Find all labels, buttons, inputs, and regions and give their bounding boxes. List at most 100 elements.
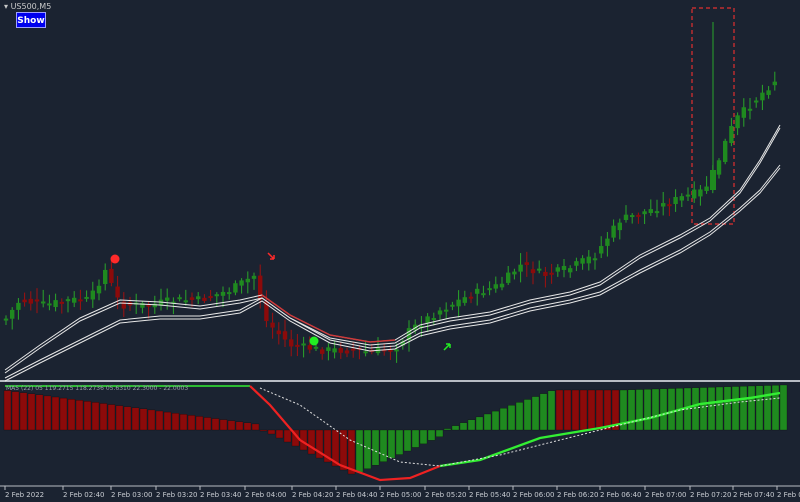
histogram-bar <box>451 425 460 431</box>
histogram-bar <box>483 413 492 431</box>
candle-body <box>282 331 288 340</box>
candle-body <box>34 299 40 302</box>
histogram-bar <box>379 429 388 462</box>
histogram-bar <box>475 416 484 431</box>
histogram-bar <box>371 429 380 466</box>
candle-body <box>623 214 629 221</box>
candle-body <box>512 271 517 275</box>
histogram-bar <box>395 429 404 455</box>
time-axis-label: 2 Feb 2022 <box>5 491 44 499</box>
candle-body <box>382 349 387 352</box>
histogram-bar <box>347 429 356 475</box>
histogram-bar <box>651 388 660 431</box>
histogram-bar <box>315 429 324 459</box>
histogram-bar <box>435 429 444 437</box>
histogram-bar <box>107 404 116 431</box>
histogram-bar <box>515 402 524 431</box>
candle-body <box>28 298 33 304</box>
candle-body <box>251 275 257 279</box>
histogram-bar <box>555 389 564 431</box>
candle-body <box>462 297 467 303</box>
candle-body <box>543 271 548 276</box>
histogram-bar <box>83 401 92 431</box>
histogram-bar <box>123 406 132 431</box>
candle-body <box>208 296 213 299</box>
histogram-bar <box>75 400 84 431</box>
candle-body <box>388 349 393 352</box>
candle-body <box>115 286 120 298</box>
green-arrow-up-icon <box>443 343 451 351</box>
time-axis-label: 2 Feb 04:40 <box>336 491 377 499</box>
histogram-bar <box>403 429 412 452</box>
envelope-line <box>4 164 781 379</box>
show-button[interactable]: Show <box>16 12 46 28</box>
histogram-bar <box>219 419 228 431</box>
candle-body <box>729 126 734 144</box>
candle-body <box>65 299 71 302</box>
histogram-bar <box>355 429 364 473</box>
histogram-bar <box>715 386 724 431</box>
candle-body <box>704 186 709 191</box>
candle-body <box>673 196 678 205</box>
histogram-bar <box>387 429 396 459</box>
histogram-bar <box>427 429 436 441</box>
chart-menu-icon[interactable]: ▾ <box>4 2 9 11</box>
time-axis-label: 2 Feb 07:40 <box>733 491 774 499</box>
oscillator-line-down <box>249 385 441 482</box>
histogram-bar <box>763 385 772 431</box>
candle-body <box>431 318 436 321</box>
histogram-bar <box>267 429 276 435</box>
time-axis-label: 2 Feb 05:40 <box>469 491 510 499</box>
candle-body <box>605 238 610 246</box>
histogram-bar <box>571 389 580 431</box>
candle-body <box>580 258 585 264</box>
histogram-bar <box>411 429 420 448</box>
histogram-bar <box>667 388 676 431</box>
histogram-bar <box>259 429 268 432</box>
candle-body <box>667 204 672 207</box>
oscillator-lines <box>5 385 781 482</box>
histogram-bar <box>59 397 68 431</box>
candle-body <box>189 297 195 300</box>
candle-body <box>661 203 666 207</box>
candle-body <box>326 347 331 351</box>
time-axis-label: 2 Feb 08:00 <box>777 491 800 499</box>
candle-body <box>59 301 64 304</box>
histogram-bar <box>539 393 548 431</box>
histogram-bar <box>603 389 612 431</box>
histogram-bar <box>771 385 780 431</box>
histogram-bar <box>67 399 76 431</box>
time-axis-label: 2 Feb 04:20 <box>292 491 333 499</box>
candle-body <box>518 264 523 272</box>
histogram-bar <box>275 429 284 439</box>
histogram-bar <box>171 413 180 431</box>
histogram-bar <box>747 385 756 431</box>
candle-body <box>47 303 52 306</box>
histogram-bar <box>115 405 124 431</box>
histogram-bar <box>579 389 588 431</box>
candle-body <box>636 214 641 217</box>
red-arrow-down-icon <box>267 252 275 260</box>
histogram-bar <box>307 429 316 455</box>
candle-body <box>772 81 777 86</box>
candle-body <box>165 297 170 301</box>
histogram-bar <box>547 390 556 431</box>
candle-body <box>53 300 58 308</box>
signal-markers <box>110 252 451 351</box>
candle-body <box>72 297 77 303</box>
candle-body <box>741 107 746 118</box>
candle-body <box>363 351 368 354</box>
candle-body <box>425 316 430 323</box>
candle-body <box>468 296 474 299</box>
histogram-bar <box>179 414 188 431</box>
histogram-bar <box>3 390 12 431</box>
histogram-bar <box>611 389 620 431</box>
symbol-label: US500,M5 <box>10 2 52 11</box>
envelope-line <box>4 124 781 371</box>
candle-body <box>754 100 759 103</box>
time-axis-label: 2 Feb 06:20 <box>557 491 598 499</box>
red-dot-icon <box>110 254 120 264</box>
chart-title: ▾ US500,M5 <box>4 2 51 11</box>
